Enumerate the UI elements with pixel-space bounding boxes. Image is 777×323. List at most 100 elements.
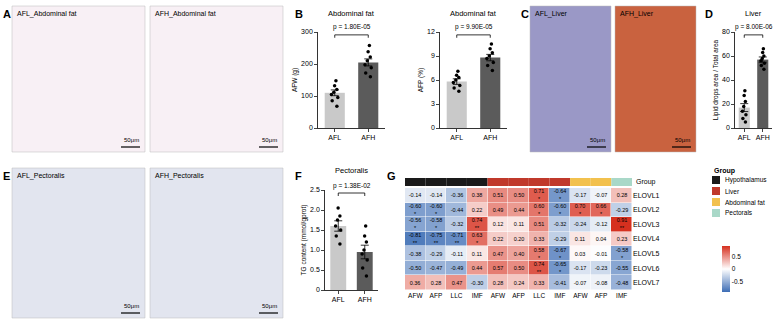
svg-text:-0.29: -0.29: [616, 207, 629, 213]
svg-text:ELOVL6: ELOVL6: [633, 265, 660, 272]
svg-text:AFP: AFP: [512, 292, 525, 299]
svg-text:Group: Group: [714, 167, 735, 175]
svg-text:0.44: 0.44: [472, 265, 483, 271]
svg-text:0.57: 0.57: [493, 265, 504, 271]
svg-text:0.24: 0.24: [514, 280, 525, 286]
svg-text:-0.07: -0.07: [574, 280, 587, 286]
svg-text:0.49: 0.49: [493, 207, 504, 213]
svg-text:AFL: AFL: [738, 134, 751, 141]
svg-text:0.51: 0.51: [534, 221, 545, 227]
svg-text:-0.49: -0.49: [451, 265, 464, 271]
svg-text:0.33: 0.33: [534, 280, 545, 286]
svg-text:-0.58*: -0.58*: [616, 247, 629, 260]
svg-text:AFH_Abdominal fat: AFH_Abdominal fat: [155, 10, 216, 18]
svg-text:-0.38: -0.38: [409, 251, 422, 257]
svg-text:Lipid drops area / Total area: Lipid drops area / Total area: [712, 39, 720, 120]
svg-text:3: 3: [431, 100, 435, 107]
svg-text:ELOVL3: ELOVL3: [633, 221, 660, 228]
svg-text:Liver: Liver: [745, 9, 762, 18]
svg-text:0.63*: 0.63*: [472, 232, 483, 245]
svg-text:0.22: 0.22: [493, 236, 504, 242]
svg-text:-0.60*: -0.60*: [409, 203, 422, 216]
svg-text:-0.60*: -0.60*: [430, 203, 443, 216]
svg-text:-0.17: -0.17: [574, 192, 587, 198]
svg-text:-0.41: -0.41: [554, 280, 567, 286]
svg-text:AFP: AFP: [430, 292, 443, 299]
svg-text:-0.5: -0.5: [732, 278, 744, 285]
svg-text:0.11: 0.11: [575, 236, 585, 242]
svg-text:Abdominal fat: Abdominal fat: [450, 9, 497, 18]
svg-text:2.5: 2.5: [310, 186, 320, 193]
svg-text:0.22: 0.22: [472, 207, 483, 213]
svg-text:Pectorals: Pectorals: [725, 209, 753, 216]
svg-text:0.66*: 0.66*: [596, 203, 607, 216]
svg-text:ELOVL1: ELOVL1: [633, 192, 660, 199]
svg-text:LLC: LLC: [451, 292, 463, 299]
svg-text:20: 20: [722, 100, 730, 107]
svg-text:0.58*: 0.58*: [534, 247, 545, 260]
svg-text:AFH: AFH: [756, 134, 770, 141]
svg-text:100: 100: [301, 92, 313, 99]
svg-text:AFL: AFL: [328, 134, 341, 141]
svg-text:IMF: IMF: [472, 292, 483, 299]
svg-text:50μm: 50μm: [124, 137, 139, 143]
svg-text:300: 300: [301, 28, 313, 35]
svg-text:Hypothalamus: Hypothalamus: [725, 176, 767, 184]
svg-text:-0.60*: -0.60*: [554, 203, 567, 216]
svg-text:-0.32: -0.32: [451, 221, 464, 227]
svg-text:-0.44: -0.44: [451, 207, 464, 213]
svg-text:0.28: 0.28: [617, 192, 628, 198]
svg-text:-0.50: -0.50: [409, 265, 422, 271]
svg-text:50μm: 50μm: [124, 303, 139, 309]
svg-text:-0.17: -0.17: [574, 265, 587, 271]
svg-text:AFH: AFH: [483, 134, 497, 141]
svg-text:0: 0: [732, 265, 736, 272]
svg-text:AFW (g): AFW (g): [291, 68, 299, 92]
svg-text:-0.48: -0.48: [616, 280, 629, 286]
svg-text:F: F: [295, 170, 302, 182]
svg-text:50μm: 50μm: [262, 137, 277, 143]
svg-text:Liver: Liver: [725, 188, 740, 195]
svg-text:Pectoralis: Pectoralis: [335, 166, 368, 175]
svg-text:AFH_Pectoralis: AFH_Pectoralis: [155, 172, 204, 180]
svg-text:ELOVL2: ELOVL2: [633, 206, 660, 213]
svg-text:-0.30: -0.30: [471, 280, 484, 286]
svg-text:0.36: 0.36: [410, 280, 421, 286]
svg-text:-0.14: -0.14: [409, 192, 422, 198]
svg-text:-0.64*: -0.64*: [554, 188, 567, 201]
svg-text:0.04: 0.04: [596, 236, 607, 242]
svg-text:0.20: 0.20: [514, 236, 525, 242]
svg-text:AFW: AFW: [573, 292, 588, 299]
svg-text:ELOVL7: ELOVL7: [633, 279, 660, 286]
svg-text:6: 6: [431, 76, 435, 83]
svg-text:AFL_Liver: AFL_Liver: [535, 10, 568, 18]
svg-text:0.60*: 0.60*: [534, 203, 545, 216]
svg-text:Group: Group: [636, 178, 656, 186]
svg-text:IMF: IMF: [616, 292, 627, 299]
svg-text:E: E: [3, 170, 10, 182]
svg-text:-0.32: -0.32: [554, 221, 567, 227]
svg-text:60: 60: [722, 52, 730, 59]
svg-text:0: 0: [431, 124, 435, 131]
svg-text:0.47: 0.47: [452, 280, 463, 286]
svg-text:AFL_Abdominal fat: AFL_Abdominal fat: [17, 10, 77, 18]
svg-text:AFW: AFW: [408, 292, 423, 299]
svg-text:0.11: 0.11: [514, 221, 524, 227]
svg-text:AFW: AFW: [491, 292, 506, 299]
svg-text:0.50: 0.50: [514, 265, 525, 271]
svg-text:-0.71**: -0.71**: [451, 232, 464, 245]
svg-text:-0.07: -0.07: [595, 192, 608, 198]
svg-text:0.74**: 0.74**: [534, 261, 545, 274]
svg-text:AFP: AFP: [595, 292, 608, 299]
svg-text:-0.12: -0.12: [595, 221, 608, 227]
svg-text:TG content (mmol/gprot): TG content (mmol/gprot): [300, 205, 308, 276]
svg-text:AFL: AFL: [332, 296, 345, 303]
svg-text:-0.75**: -0.75**: [430, 232, 443, 245]
svg-text:0: 0: [316, 286, 320, 293]
svg-text:0.33: 0.33: [534, 236, 545, 242]
svg-text:40: 40: [722, 76, 730, 83]
svg-text:ELOVL5: ELOVL5: [633, 250, 660, 257]
svg-text:AFH: AFH: [358, 296, 372, 303]
svg-text:0.12: 0.12: [493, 221, 504, 227]
svg-text:0.28: 0.28: [431, 280, 442, 286]
